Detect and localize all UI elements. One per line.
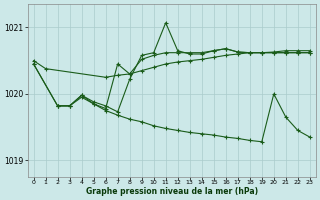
X-axis label: Graphe pression niveau de la mer (hPa): Graphe pression niveau de la mer (hPa) xyxy=(86,187,258,196)
